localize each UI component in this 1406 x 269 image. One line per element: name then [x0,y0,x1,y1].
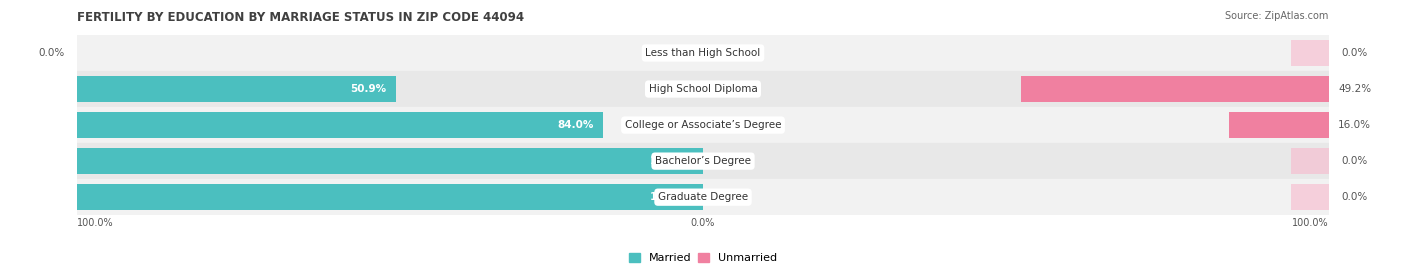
Text: 0.0%: 0.0% [38,48,65,58]
Text: 84.0%: 84.0% [557,120,593,130]
Text: 50.9%: 50.9% [350,84,387,94]
Bar [77,76,396,102]
Bar [1229,112,1329,138]
Text: Source: ZipAtlas.com: Source: ZipAtlas.com [1225,11,1329,21]
Bar [77,107,1329,143]
Text: 0.0%: 0.0% [690,218,716,228]
Text: 49.2%: 49.2% [1339,84,1371,94]
Text: High School Diploma: High School Diploma [648,84,758,94]
Bar [1291,184,1329,210]
Bar [77,71,1329,107]
Text: Graduate Degree: Graduate Degree [658,192,748,202]
Text: Less than High School: Less than High School [645,48,761,58]
Text: 16.0%: 16.0% [1339,120,1371,130]
Bar [77,184,703,210]
Bar [1291,148,1329,174]
Bar [77,35,1329,71]
Bar [77,112,603,138]
Text: FERTILITY BY EDUCATION BY MARRIAGE STATUS IN ZIP CODE 44094: FERTILITY BY EDUCATION BY MARRIAGE STATU… [77,11,524,24]
Text: 100.0%: 100.0% [1292,218,1329,228]
Bar [1291,40,1329,66]
Text: 0.0%: 0.0% [1341,156,1368,166]
Text: 100.0%: 100.0% [77,218,114,228]
Bar [1021,76,1329,102]
Text: 0.0%: 0.0% [1341,192,1368,202]
Bar [77,179,1329,215]
Legend: Married, Unmarried: Married, Unmarried [630,253,776,263]
Text: 100.0%: 100.0% [650,192,693,202]
Text: 0.0%: 0.0% [1341,48,1368,58]
Text: 100.0%: 100.0% [650,156,693,166]
Text: College or Associate’s Degree: College or Associate’s Degree [624,120,782,130]
Bar [77,148,703,174]
Text: Bachelor’s Degree: Bachelor’s Degree [655,156,751,166]
Bar [77,143,1329,179]
